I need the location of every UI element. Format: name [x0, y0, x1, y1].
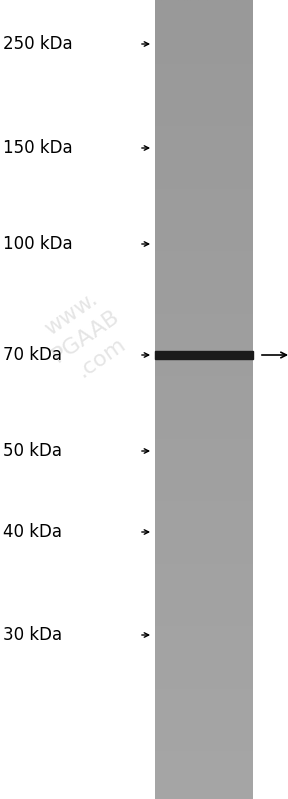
Text: 250 kDa: 250 kDa [3, 35, 73, 53]
Text: 70 kDa: 70 kDa [3, 346, 62, 364]
Text: 150 kDa: 150 kDa [3, 139, 73, 157]
Bar [155, 351, 253, 359]
Text: 100 kDa: 100 kDa [3, 235, 73, 253]
Text: 40 kDa: 40 kDa [3, 523, 62, 541]
Text: 50 kDa: 50 kDa [3, 442, 62, 460]
Text: www.
PGAAB
.com: www. PGAAB .com [34, 284, 139, 388]
Text: 30 kDa: 30 kDa [3, 626, 62, 644]
